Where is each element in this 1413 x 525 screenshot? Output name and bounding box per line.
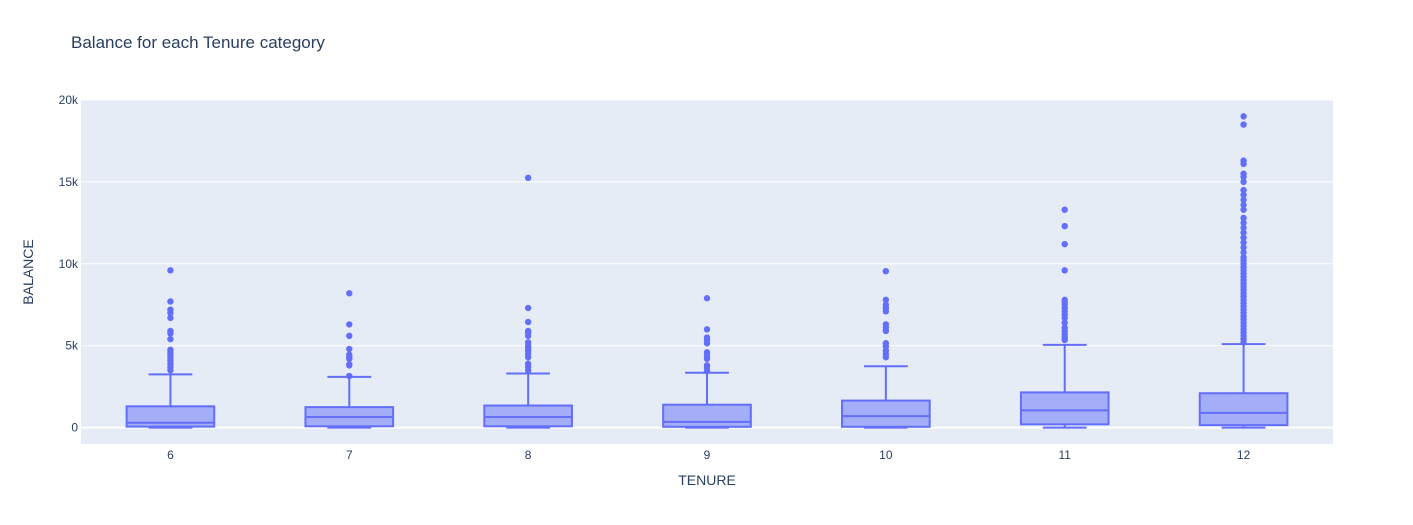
x-tick-label: 8 [525, 448, 532, 462]
box-9 [662, 295, 752, 429]
outlier-point [524, 360, 532, 367]
outlier-point [167, 306, 174, 313]
outlier-point [1061, 240, 1068, 248]
x-tick-label: 12 [1237, 448, 1251, 462]
outlier-point [1240, 178, 1247, 186]
outlier-point [346, 290, 353, 297]
outlier-point [882, 267, 890, 275]
outlier-point [1240, 196, 1247, 204]
outlier-point [346, 372, 353, 380]
y-tick-label: 10k [59, 257, 79, 271]
outlier-point [1240, 186, 1247, 194]
iqr-box [483, 404, 573, 428]
y-tick-label: 0 [71, 421, 78, 435]
outlier-point [1240, 244, 1247, 251]
x-tick-label: 11 [1058, 448, 1071, 462]
outlier-point [703, 326, 711, 333]
x-tick-label: 10 [879, 448, 893, 462]
iqr-box [841, 399, 931, 428]
iqr-box [1198, 392, 1289, 427]
outlier-point [1240, 121, 1247, 128]
outlier-point [703, 362, 711, 369]
outlier-point [1240, 201, 1247, 209]
x-tick-label: 7 [346, 448, 353, 462]
x-axis-label: TENURE [678, 472, 736, 488]
outlier-point [1240, 249, 1247, 256]
y-axis-ticks: 0 5k 10k 15k 20k [59, 93, 79, 435]
y-tick-label: 20k [59, 93, 79, 107]
outlier-point [1240, 157, 1247, 164]
chart-title: Balance for each Tenure category [71, 33, 325, 52]
outlier-point [1240, 224, 1247, 231]
box-10 [841, 267, 931, 429]
outlier-point [1061, 324, 1068, 331]
outlier-point [1061, 267, 1068, 274]
outlier-point [1061, 319, 1068, 326]
outlier-point [167, 346, 174, 354]
x-axis-ticks: 6 7 8 9 10 11 12 [167, 448, 1250, 462]
box-11 [1019, 206, 1110, 429]
outlier-point [1240, 239, 1247, 246]
outlier-point [882, 296, 890, 304]
outlier-point [1240, 113, 1247, 120]
box-8 [483, 174, 573, 429]
x-tick-label: 9 [704, 448, 711, 462]
outlier-point [346, 332, 353, 340]
outlier-point [346, 361, 353, 368]
outlier-point [1240, 254, 1247, 261]
outlier-point [882, 301, 890, 308]
outlier-point [524, 304, 532, 312]
outlier-point [524, 174, 532, 182]
outlier-point [524, 318, 532, 326]
boxes [125, 113, 1289, 429]
box-7 [304, 290, 395, 429]
outlier-point [1240, 229, 1247, 236]
outlier-point [1240, 206, 1247, 213]
outlier-point [167, 327, 174, 335]
iqr-box [1019, 391, 1110, 426]
x-tick-label: 6 [167, 448, 174, 462]
outlier-point [167, 267, 174, 274]
box-12 [1198, 113, 1289, 429]
iqr-box [662, 403, 752, 428]
outlier-point [703, 349, 711, 356]
outlier-point [1240, 234, 1247, 241]
outlier-point [1240, 219, 1247, 227]
outlier-point [882, 340, 890, 347]
outlier-point [346, 351, 353, 358]
outlier-point [1240, 170, 1247, 177]
y-tick-label: 15k [59, 175, 79, 189]
outlier-point [524, 339, 532, 346]
outlier-point [882, 321, 890, 328]
outlier-point [167, 298, 174, 305]
outlier-point [703, 334, 711, 341]
outlier-point [1061, 296, 1068, 304]
outlier-point [167, 335, 174, 343]
box-6 [125, 267, 216, 429]
outlier-point [703, 295, 711, 302]
outlier-point [167, 314, 174, 322]
outlier-point [1061, 206, 1068, 213]
outlier-point [1240, 214, 1247, 222]
outlier-point [346, 345, 353, 353]
y-tick-label: 5k [65, 339, 79, 353]
iqr-box [125, 405, 216, 428]
outlier-point [1061, 222, 1068, 230]
outlier-point [1240, 191, 1247, 199]
outlier-point [524, 327, 532, 335]
y-axis-label: BALANCE [20, 239, 36, 304]
outlier-point [346, 321, 353, 328]
